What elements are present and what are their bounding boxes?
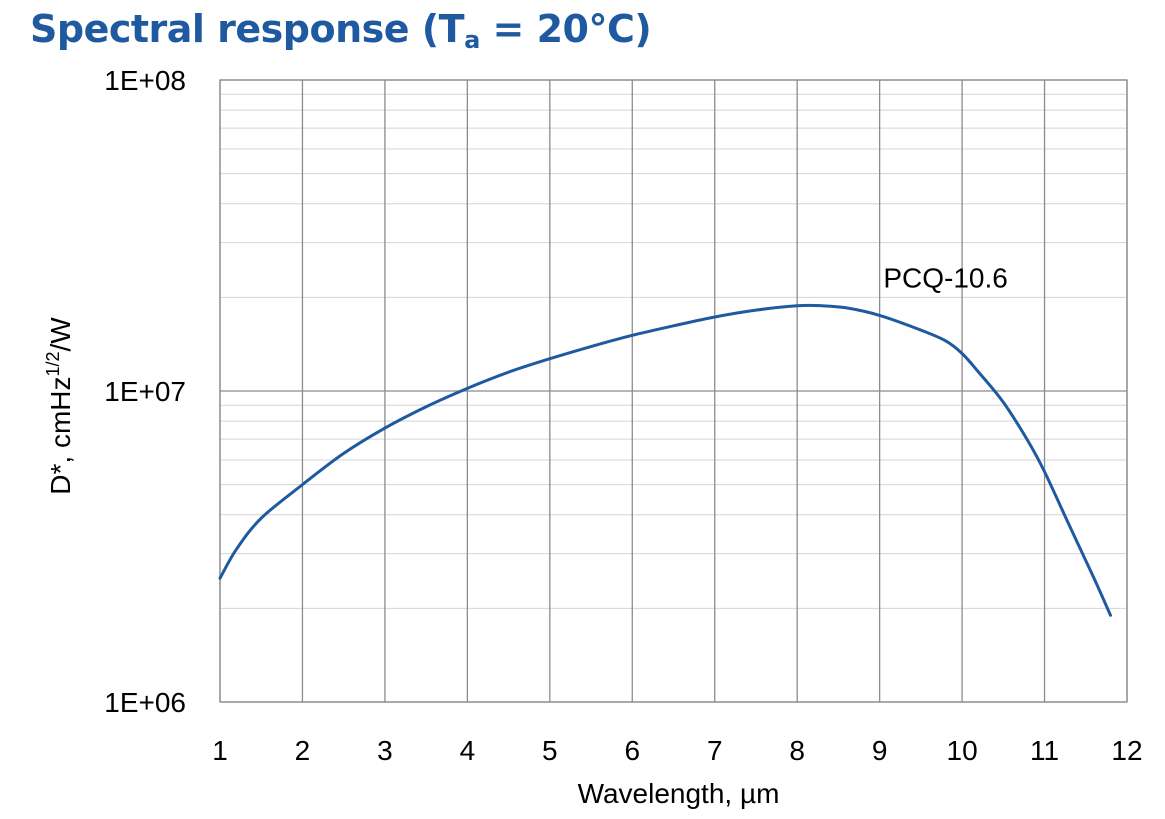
x-tick-label: 10 [947, 735, 978, 766]
series-line-pcq-10-6 [218, 303, 1113, 617]
series-annotation-label: PCQ-10.6 [883, 263, 1008, 294]
x-tick-label: 5 [542, 735, 558, 766]
x-axis-label: Wavelength, µm [578, 778, 780, 809]
annotations: PCQ-10.6 [883, 263, 1008, 294]
y-tick-labels: 1E+06 1E+07 1E+08 [104, 65, 186, 718]
x-tick-label: 3 [377, 735, 393, 766]
x-tick-label: 2 [295, 735, 311, 766]
x-tick-label: 7 [707, 735, 723, 766]
x-tick-labels: 1 2 3 4 5 6 7 8 9 10 11 12 [212, 735, 1142, 766]
minor-gridlines [220, 93, 1127, 609]
x-tick-label: 4 [460, 735, 476, 766]
y-axis-label-tail: /W [45, 317, 76, 352]
plot-area-frame [219, 79, 1128, 703]
chart-title: Spectral response (Ta = 20°C) [30, 4, 652, 65]
chart-title-prefix: Spectral response (T [30, 7, 465, 51]
y-tick-label: 1E+07 [104, 376, 186, 407]
series-layer [218, 303, 1113, 617]
y-axis-label: D*, cmHz1/2/W [43, 317, 76, 495]
x-tick-label: 8 [789, 735, 805, 766]
x-tick-label: 11 [1030, 735, 1059, 766]
x-tick-label: 12 [1111, 735, 1142, 766]
chart-title-suffix: = 20°C) [479, 7, 652, 51]
y-tick-label: 1E+06 [104, 687, 186, 718]
y-tick-label: 1E+08 [104, 65, 186, 96]
x-tick-label: 6 [624, 735, 640, 766]
x-tick-label: 9 [872, 735, 888, 766]
chart-title-subscript: a [464, 26, 480, 54]
y-axis-label-superscript: 1/2 [43, 351, 63, 376]
x-tick-label: 1 [212, 735, 228, 766]
y-axis-label-main: D*, cmHz [45, 377, 76, 495]
